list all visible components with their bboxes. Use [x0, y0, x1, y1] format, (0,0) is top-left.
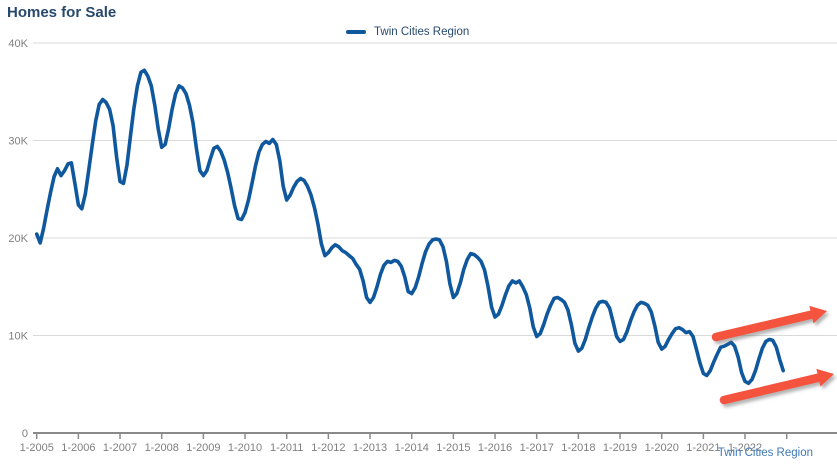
- svg-text:1-2006: 1-2006: [61, 442, 95, 454]
- svg-text:1-2012: 1-2012: [311, 442, 345, 454]
- svg-text:20K: 20K: [8, 233, 28, 245]
- legend-line-swatch: [346, 30, 366, 34]
- x-axis-labels: 1-2005 1-2006 1-2007 1-2008 1-2009 1-2010 1-20…: [20, 442, 763, 454]
- svg-text:1-2009: 1-2009: [186, 442, 220, 454]
- svg-text:1-2021: 1-2021: [686, 442, 720, 454]
- svg-text:1-2015: 1-2015: [436, 442, 470, 454]
- svg-text:1-2005: 1-2005: [20, 442, 54, 454]
- svg-text:1-2014: 1-2014: [395, 442, 429, 454]
- series-footer-label: Twin Cities Region: [717, 447, 813, 459]
- gridlines: [33, 42, 837, 336]
- svg-text:0: 0: [22, 428, 28, 440]
- svg-text:1-2016: 1-2016: [478, 442, 512, 454]
- svg-text:1-2022: 1-2022: [728, 442, 762, 454]
- svg-text:1-2017: 1-2017: [520, 442, 554, 454]
- legend-item-twin-cities[interactable]: Twin Cities Region: [346, 26, 469, 38]
- svg-text:40K: 40K: [8, 38, 28, 50]
- svg-text:10K: 10K: [8, 331, 28, 343]
- lower-trend-arrow: [719, 368, 834, 405]
- svg-text:1-2010: 1-2010: [228, 442, 262, 454]
- svg-text:1-2020: 1-2020: [645, 442, 679, 454]
- chart-title: Homes for Sale: [7, 4, 117, 21]
- svg-text:1-2011: 1-2011: [270, 442, 303, 454]
- svg-text:1-2018: 1-2018: [561, 442, 595, 454]
- svg-text:1-2019: 1-2019: [603, 442, 637, 454]
- svg-text:30K: 30K: [8, 136, 28, 148]
- y-axis-labels: 0 10K 20K 30K 40K: [8, 38, 28, 440]
- x-axis: [33, 432, 837, 439]
- svg-text:1-2007: 1-2007: [103, 442, 137, 454]
- svg-text:1-2008: 1-2008: [145, 442, 179, 454]
- svg-text:1-2013: 1-2013: [353, 442, 387, 454]
- upper-trend-arrow: [711, 305, 827, 342]
- legend-label: Twin Cities Region: [374, 26, 470, 38]
- series-line-twin-cities-region: [34, 68, 786, 386]
